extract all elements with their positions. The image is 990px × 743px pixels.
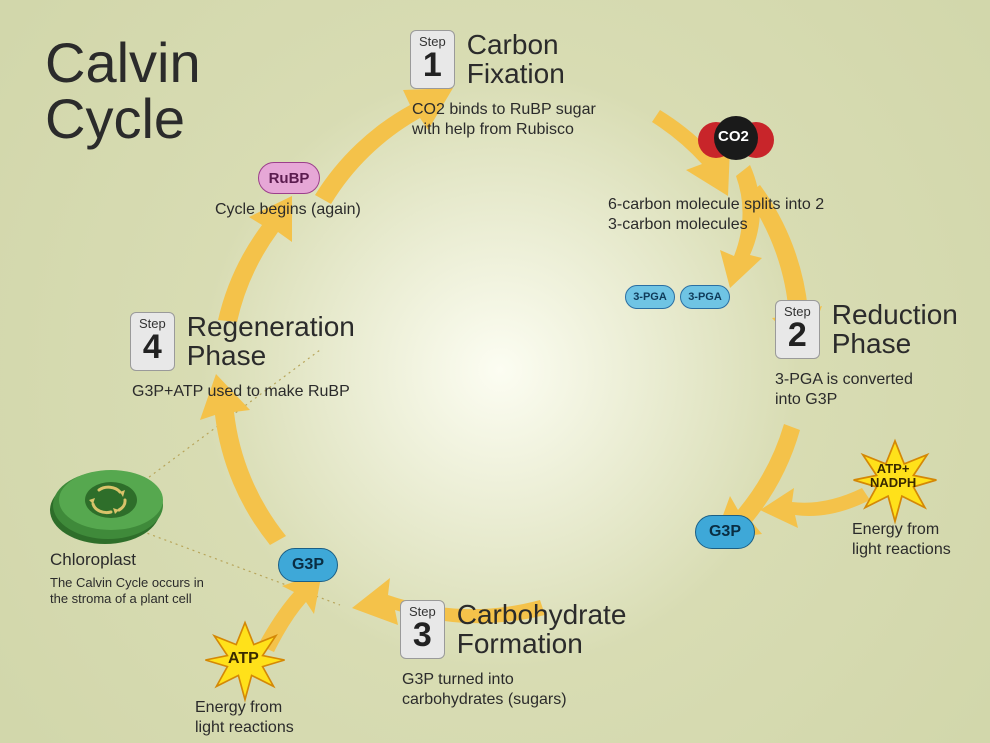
step1-title-l2: Fixation — [467, 59, 565, 88]
step3-header: Step 3 Carbohydrate Formation — [400, 600, 626, 659]
step1-title-l1: Carbon — [467, 30, 565, 59]
pga-pill-2: 3-PGA — [680, 285, 730, 309]
step4-desc-text: G3P+ATP used to make RuBP — [132, 383, 350, 400]
step3-title: Carbohydrate Formation — [457, 600, 627, 659]
step4-box: Step 4 — [130, 312, 175, 371]
step2-desc-l1: 3-PGA is converted — [775, 370, 913, 390]
step3-energy-cap-l2: light reactions — [195, 718, 294, 738]
step2-energy-cap-l1: Energy from — [852, 520, 951, 540]
step4-header: Step 4 Regeneration Phase — [130, 312, 355, 371]
calvin-cycle-diagram: Calvin Cycle Step 1 Carbon Fixation CO2 … — [0, 0, 990, 743]
step2-title: Reduction Phase — [832, 300, 958, 359]
chloroplast-shape — [50, 470, 163, 544]
step2-header: Step 2 Reduction Phase — [775, 300, 958, 359]
step1-title: Carbon Fixation — [467, 30, 565, 89]
step4-desc: G3P+ATP used to make RuBP — [132, 382, 350, 402]
rubp-pill: RuBP — [258, 162, 320, 194]
step1-split-l1: 6-carbon molecule splits into 2 — [608, 195, 824, 215]
step2-box: Step 2 — [775, 300, 820, 359]
step1-box: Step 1 — [410, 30, 455, 89]
step2-number: 2 — [784, 318, 811, 352]
chloroplast-label: Chloroplast — [50, 550, 136, 570]
step3-box: Step 3 — [400, 600, 445, 659]
cycle-begins-label: Cycle begins (again) — [215, 200, 361, 220]
step4-title-l2: Phase — [187, 341, 355, 370]
pga-pill-1: 3-PGA — [625, 285, 675, 309]
step2-energy-caption: Energy from light reactions — [852, 520, 951, 560]
step2-desc: 3-PGA is converted into G3P — [775, 370, 913, 410]
step1-desc-l1: CO2 binds to RuBP sugar — [412, 100, 596, 120]
step1-number: 1 — [419, 48, 446, 82]
step1-split-desc: 6-carbon molecule splits into 2 3-carbon… — [608, 195, 824, 235]
step3-desc: G3P turned into carbohydrates (sugars) — [402, 670, 567, 710]
step3-energy-cap-l1: Energy from — [195, 698, 294, 718]
step1-split-l2: 3-carbon molecules — [608, 215, 824, 235]
chloroplast-desc-l2: the stroma of a plant cell — [50, 591, 204, 607]
step3-title-l1: Carbohydrate — [457, 600, 627, 629]
step3-desc-l1: G3P turned into — [402, 670, 567, 690]
g3p-pill-left: G3P — [278, 548, 338, 582]
step3-title-l2: Formation — [457, 629, 627, 658]
step1-desc-l2: with help from Rubisco — [412, 120, 596, 140]
step1-header: Step 1 Carbon Fixation — [410, 30, 565, 89]
chloroplast-desc-l1: The Calvin Cycle occurs in — [50, 575, 204, 591]
step1-desc: CO2 binds to RuBP sugar with help from R… — [412, 100, 596, 140]
atp-nadph-label: ATP+ NADPH — [870, 462, 916, 489]
step2-desc-l2: into G3P — [775, 390, 913, 410]
step4-title: Regeneration Phase — [187, 312, 355, 371]
step2-title-l2: Phase — [832, 329, 958, 358]
step2-title-l1: Reduction — [832, 300, 958, 329]
step3-desc-l2: carbohydrates (sugars) — [402, 690, 567, 710]
step3-number: 3 — [409, 618, 436, 652]
main-title: Calvin Cycle — [45, 35, 201, 147]
step2-energy-cap-l2: light reactions — [852, 540, 951, 560]
atp-label: ATP — [228, 650, 259, 668]
chloroplast-desc: The Calvin Cycle occurs in the stroma of… — [50, 575, 204, 608]
step3-energy-caption: Energy from light reactions — [195, 698, 294, 738]
co2-label: CO2 — [718, 128, 749, 145]
title-line2: Cycle — [45, 91, 201, 147]
g3p-pill-right: G3P — [695, 515, 755, 549]
step4-title-l1: Regeneration — [187, 312, 355, 341]
step4-number: 4 — [139, 330, 166, 364]
title-line1: Calvin — [45, 35, 201, 91]
